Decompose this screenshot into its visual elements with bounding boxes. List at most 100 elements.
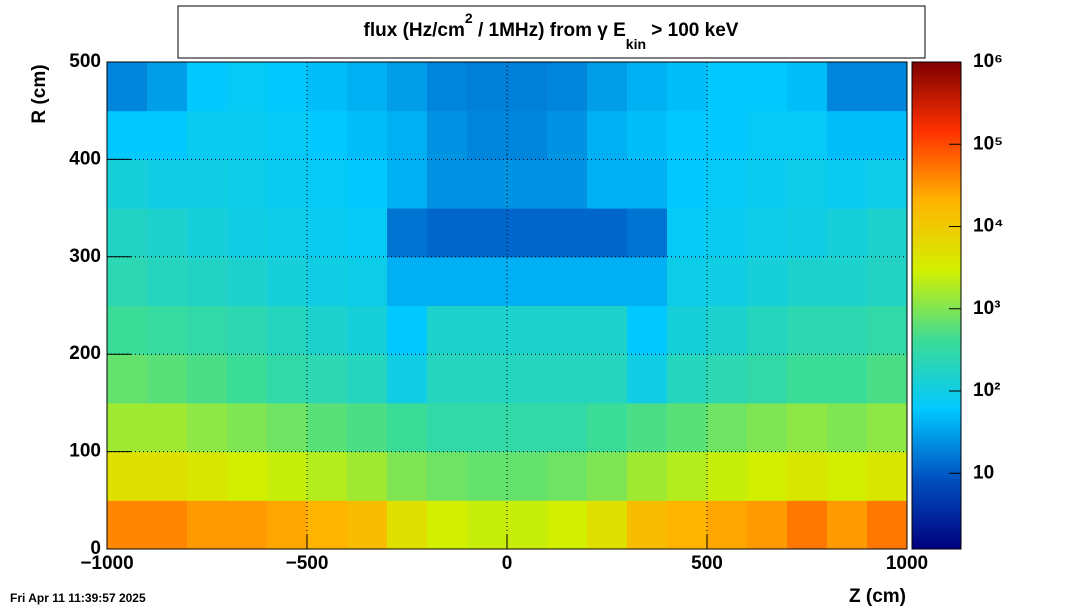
heatmap-cell [627, 305, 668, 355]
heatmap-cell [827, 110, 868, 160]
heatmap-cell [107, 159, 148, 209]
heatmap-cell [867, 110, 908, 160]
heatmap-cell [787, 402, 828, 453]
heatmap-cell [627, 110, 668, 160]
heatmap-cell [667, 159, 708, 209]
x-tick-label: 500 [691, 553, 723, 574]
heatmap-cell [107, 208, 148, 258]
heatmap-cell [707, 208, 748, 258]
heatmap-cell [187, 451, 228, 501]
y-tick-label: 400 [69, 148, 101, 169]
heatmap-cell [867, 208, 908, 258]
colorbar-tick-label: 10² [973, 380, 1000, 401]
heatmap-cell [387, 208, 428, 258]
heatmap-cell [227, 256, 268, 306]
heatmap-cell [387, 354, 428, 404]
colorbar-tick-label: 10³ [973, 298, 1000, 319]
heatmap-cell [507, 402, 548, 453]
heatmap-cell [587, 208, 628, 258]
heatmap-cell [187, 62, 228, 112]
heatmap-cell [307, 110, 348, 160]
heatmap-cell [187, 354, 228, 404]
heatmap-cell [547, 402, 588, 453]
title-part: > 100 keV [646, 20, 739, 41]
heatmap-cell [827, 208, 868, 258]
heatmap-cell [147, 402, 188, 453]
heatmap-cell [547, 62, 588, 112]
heatmap-cell [187, 305, 228, 355]
heatmap-cell [427, 451, 468, 501]
heatmap-cell [467, 256, 508, 306]
heatmap-cell [107, 256, 148, 306]
heatmap-cell [427, 354, 468, 404]
colorbar [911, 61, 962, 550]
heatmap-cell [787, 500, 828, 550]
heatmap-cell [267, 451, 308, 501]
heatmap-cell [467, 159, 508, 209]
heatmap-cell [787, 208, 828, 258]
heatmap-cell [587, 256, 628, 306]
heatmap-cell [267, 110, 308, 160]
heatmap-cell [347, 305, 388, 355]
y-tick-label: 100 [69, 441, 101, 462]
heatmap-cell [347, 354, 388, 404]
x-tick-label: −500 [286, 553, 329, 574]
heatmap-cell [267, 208, 308, 258]
title-subscript: kin [626, 36, 646, 52]
heatmap-cell [147, 451, 188, 501]
heatmap-cell [227, 305, 268, 355]
heatmap-cell [267, 500, 308, 550]
heatmap-cell [667, 500, 708, 550]
heatmap-cell [707, 159, 748, 209]
heatmap-cell [707, 305, 748, 355]
heatmap-cell [147, 208, 188, 258]
heatmap-cell [147, 62, 188, 112]
heatmap-cell [427, 500, 468, 550]
y-axis-title: R (cm) [29, 64, 50, 123]
heatmap-cell [347, 208, 388, 258]
heatmap-cell [587, 305, 628, 355]
heatmap-cell [467, 208, 508, 258]
title-box [177, 5, 926, 59]
heatmap-cell [627, 208, 668, 258]
heatmap-cell [267, 159, 308, 209]
heatmap-cell [307, 402, 348, 453]
heatmap-cell [667, 451, 708, 501]
heatmap-cell [507, 208, 548, 258]
heatmap-cell [547, 159, 588, 209]
heatmap-cell [667, 305, 708, 355]
plot-frame [106, 61, 908, 550]
heatmap-cell [587, 451, 628, 501]
heatmap-cell [147, 354, 188, 404]
y-tick-label: 0 [90, 538, 101, 559]
heatmap-cell [547, 110, 588, 160]
heatmap-cell [387, 159, 428, 209]
colorbar-tick-label: 10⁴ [973, 216, 1004, 237]
heatmap-cell [787, 354, 828, 404]
heatmap-cell [347, 62, 388, 112]
heatmap-cell [507, 305, 548, 355]
heatmap-cell [507, 500, 548, 550]
heatmap-cell [627, 354, 668, 404]
heatmap-cell [747, 110, 788, 160]
heatmap-cell [307, 208, 348, 258]
heatmap-cell [507, 159, 548, 209]
heatmap-cell [147, 256, 188, 306]
heatmap-cell [747, 208, 788, 258]
heatmap-cell [507, 62, 548, 112]
heatmap-cell [707, 500, 748, 550]
heatmap-cell [107, 354, 148, 404]
heatmap-cell [187, 110, 228, 160]
heatmap-cell [827, 354, 868, 404]
colorbar-tick-label: 10⁶ [973, 51, 1003, 72]
heatmap-cell [667, 110, 708, 160]
heatmap-cell [827, 159, 868, 209]
heatmap-cell [267, 62, 308, 112]
heatmap-cell [707, 354, 748, 404]
heatmap-cell [827, 451, 868, 501]
title-part: E [608, 20, 626, 41]
heatmap-cell [547, 305, 588, 355]
heatmap-cell [827, 500, 868, 550]
y-tick-label: 200 [69, 343, 101, 364]
